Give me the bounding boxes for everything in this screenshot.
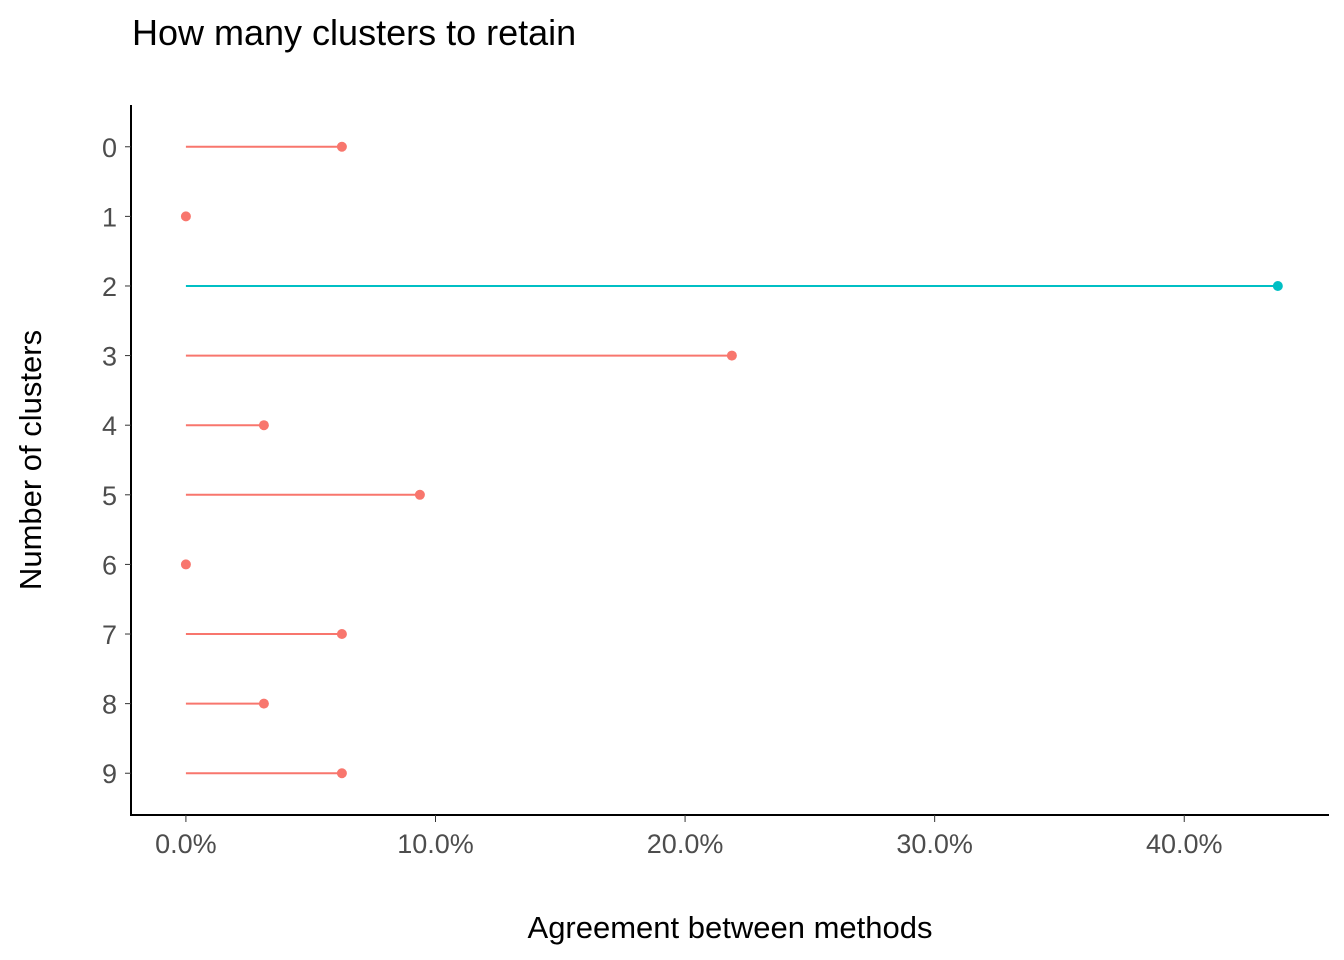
lollipop-point <box>336 629 347 640</box>
y-tick-label: 1 <box>102 202 117 232</box>
chart-title: How many clusters to retain <box>132 12 576 53</box>
y-axis-ticks: 0 1 2 3 4 5 6 7 8 9 <box>102 133 131 789</box>
x-axis-title: Agreement between methods <box>528 910 933 945</box>
lollipop-point <box>726 350 737 361</box>
y-tick-label: 7 <box>102 620 117 650</box>
lollipop-point <box>180 559 191 570</box>
y-tick-label: 8 <box>102 690 117 720</box>
lollipop-point <box>336 141 347 152</box>
x-tick-label: 0.0% <box>155 829 217 859</box>
y-tick-label: 5 <box>102 481 117 511</box>
lollipop-series <box>180 141 1283 779</box>
lollipop-point <box>336 768 347 779</box>
x-tick-label: 10.0% <box>397 829 474 859</box>
y-tick-label: 2 <box>102 272 117 302</box>
y-tick-label: 3 <box>102 342 117 372</box>
lollipop-point <box>258 698 269 709</box>
x-tick-label: 20.0% <box>647 829 724 859</box>
y-tick-label: 6 <box>102 550 117 580</box>
y-axis-title: Number of clusters <box>13 330 48 590</box>
x-tick-label: 40.0% <box>1146 829 1223 859</box>
x-tick-label: 30.0% <box>896 829 973 859</box>
lollipop-point <box>258 420 269 431</box>
lollipop-point <box>180 211 191 222</box>
lollipop-point <box>414 489 425 500</box>
x-axis-ticks: 0.0% 10.0% 20.0% 30.0% 40.0% <box>155 815 1223 859</box>
y-tick-label: 0 <box>102 133 117 163</box>
lollipop-point <box>1272 280 1283 291</box>
y-tick-label: 9 <box>102 759 117 789</box>
y-tick-label: 4 <box>102 411 117 441</box>
